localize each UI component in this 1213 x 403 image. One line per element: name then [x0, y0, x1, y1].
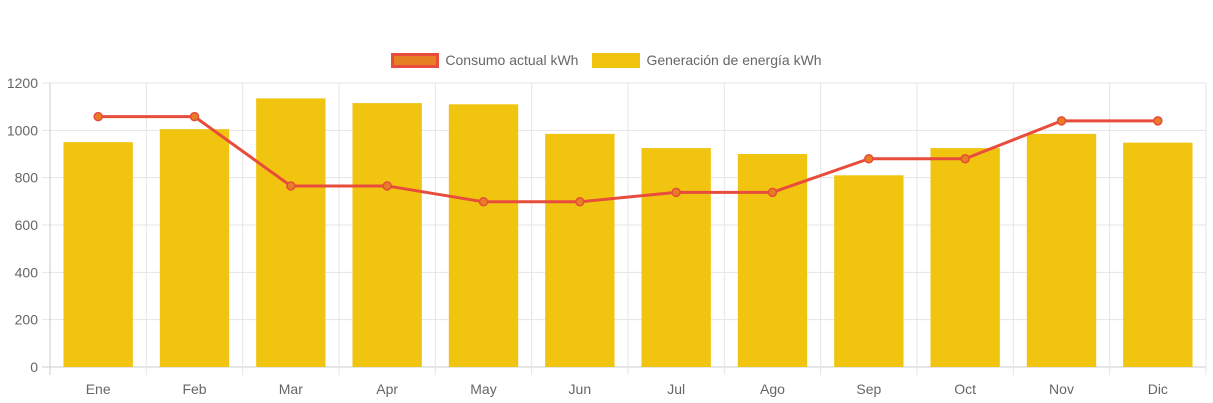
x-tick-label: Ago [760, 381, 785, 397]
bar-feb[interactable] [159, 129, 230, 367]
legend: Consumo actual kWh Generación de energía… [0, 52, 1213, 68]
consumo-point-nov[interactable] [1056, 116, 1067, 126]
y-tick-label: 400 [15, 264, 39, 280]
x-tick-label: Ene [86, 381, 111, 397]
y-tick-label: 600 [15, 217, 39, 233]
x-tick-label: Feb [182, 381, 206, 397]
x-tick-label: Oct [954, 381, 976, 397]
consumo-point-apr[interactable] [382, 181, 392, 191]
consumo-point-may[interactable] [478, 197, 489, 207]
legend-label-consumo: Consumo actual kWh [445, 52, 579, 68]
x-tick-label: May [470, 381, 496, 397]
x-tick-label: Nov [1049, 381, 1074, 397]
bar-nov[interactable] [1026, 133, 1097, 367]
x-tick-label: Mar [279, 381, 303, 397]
legend-swatch-consumo [391, 52, 440, 68]
y-tick-label: 800 [15, 170, 39, 186]
bar-mar[interactable] [256, 98, 326, 367]
x-tick-label: Jun [569, 381, 592, 397]
legend-item-consumo[interactable]: Consumo actual kWh [391, 52, 578, 68]
y-tick-label: 200 [15, 312, 39, 328]
bar-oct[interactable] [930, 148, 1000, 367]
legend-swatch-generacion [592, 52, 641, 68]
bar-ene[interactable] [63, 142, 133, 367]
x-tick-label: Sep [856, 381, 881, 397]
bar-jul[interactable] [641, 148, 711, 367]
bar-dic[interactable] [1123, 142, 1193, 367]
consumo-point-mar[interactable] [286, 181, 296, 191]
bar-may[interactable] [448, 104, 519, 368]
consumo-line [98, 115, 1158, 204]
bar-ago[interactable] [737, 154, 808, 367]
legend-label-generacion: Generación de energía kWh [646, 52, 822, 68]
x-tick-label: Jul [667, 381, 685, 397]
bar-apr[interactable] [352, 103, 422, 367]
consumo-point-jun[interactable] [575, 197, 585, 207]
x-tick-label: Dic [1148, 381, 1168, 397]
bar-jun[interactable] [545, 133, 615, 367]
consumo-point-feb[interactable] [189, 111, 200, 122]
consumo-point-jul[interactable] [671, 187, 681, 198]
y-tick-label: 0 [30, 359, 38, 375]
x-tick-label: Apr [376, 381, 398, 397]
y-tick-label: 1200 [7, 75, 38, 91]
bar-sep[interactable] [834, 175, 904, 367]
legend-item-generacion[interactable]: Generación de energía kWh [592, 52, 822, 68]
consumo-point-ago[interactable] [767, 187, 778, 198]
consumo-point-dic[interactable] [1153, 116, 1163, 126]
consumo-point-ene[interactable] [93, 111, 103, 122]
consumo-point-oct[interactable] [960, 153, 970, 164]
consumo-point-sep[interactable] [864, 153, 874, 164]
y-tick-label: 1000 [7, 122, 38, 138]
